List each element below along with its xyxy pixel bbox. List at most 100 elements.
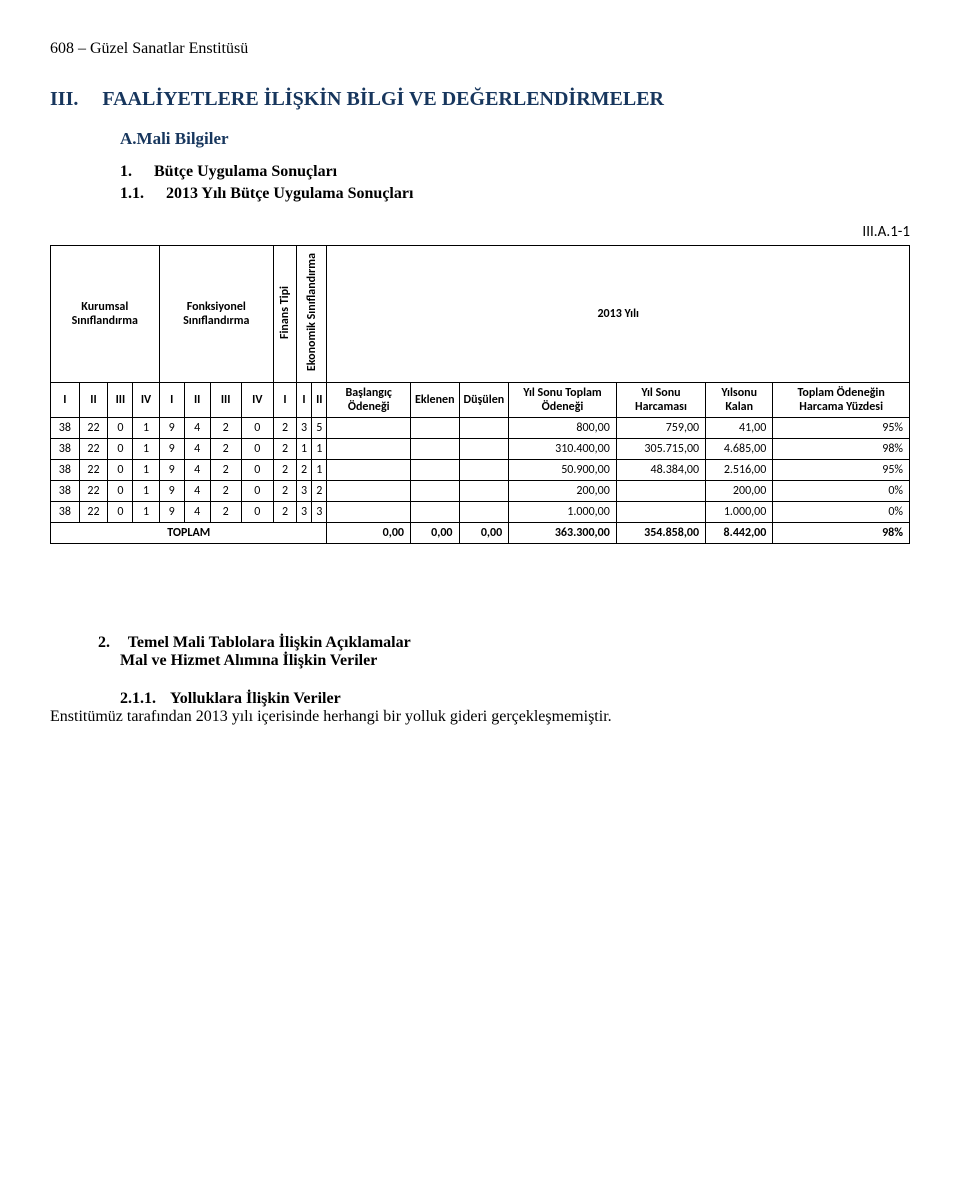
table-row: 382201942022150.900,0048.384,002.516,009…: [51, 460, 910, 481]
table-cell: 2: [273, 418, 296, 439]
table-cell: 22: [79, 418, 108, 439]
table-cell: 2: [210, 481, 241, 502]
table-cell: [616, 502, 705, 523]
table-cell: 2: [312, 481, 327, 502]
list-text: Temel Mali Tablolara İlişkin Açıklamalar: [128, 634, 411, 651]
subheading-a: A.Mali Bilgiler: [120, 129, 910, 149]
table-cell: [327, 460, 411, 481]
table-cell: 0: [108, 460, 133, 481]
table-cell: 0,00: [327, 523, 411, 544]
table-cell: [616, 481, 705, 502]
table-cell: 9: [159, 439, 184, 460]
table-cell: [459, 460, 509, 481]
col-roman: I: [273, 383, 296, 418]
col-roman: II: [312, 383, 327, 418]
table-cell: 2: [273, 439, 296, 460]
table-cell: 1: [133, 439, 159, 460]
page-header: 608 – Güzel Sanatlar Enstitüsü: [50, 40, 910, 58]
table-cell: [459, 481, 509, 502]
section-title: FAALİYETLERE İLİŞKİN BİLGİ VE DEĞERLENDİ…: [102, 88, 664, 110]
col-yilsonu-kalan: Yılsonu Kalan: [706, 383, 773, 418]
col-roman: III: [210, 383, 241, 418]
table-cell: 200,00: [509, 481, 617, 502]
table-cell: 2: [273, 481, 296, 502]
table-cell: 0: [241, 502, 273, 523]
col-roman: I: [159, 383, 184, 418]
table-cell: 9: [159, 460, 184, 481]
table-cell: 0,00: [459, 523, 509, 544]
col-eklenen: Eklenen: [410, 383, 459, 418]
table-cell: [410, 502, 459, 523]
table-cell: 3: [296, 418, 311, 439]
table-cell: 41,00: [706, 418, 773, 439]
table-cell: 95%: [773, 460, 910, 481]
col-roman: IV: [133, 383, 159, 418]
table-cell: 0: [108, 418, 133, 439]
section-number: III.: [50, 88, 78, 110]
col-roman: I: [51, 383, 80, 418]
table-cell: 0%: [773, 481, 910, 502]
table-cell: 50.900,00: [509, 460, 617, 481]
col-group-yil: 2013 Yılı: [327, 246, 910, 383]
table-cell: 1: [133, 502, 159, 523]
section2-heading: 2. Temel Mali Tablolara İlişkin Açıklama…: [50, 634, 910, 652]
table-cell: 0: [241, 418, 273, 439]
col-dusulen: Düşülen: [459, 383, 509, 418]
table-cell: [459, 439, 509, 460]
table-row: 3822019420232200,00200,000%: [51, 481, 910, 502]
table-cell: [327, 418, 411, 439]
table-cell: 1.000,00: [706, 502, 773, 523]
table-cell: [410, 460, 459, 481]
table-row: 38220194202331.000,001.000,000%: [51, 502, 910, 523]
list-text: 2013 Yılı Bütçe Uygulama Sonuçları: [166, 185, 413, 202]
table-cell: [327, 481, 411, 502]
table-cell: 1: [312, 439, 327, 460]
table-cell: 22: [79, 460, 108, 481]
section2-body: Enstitümüz tarafından 2013 yılı içerisin…: [50, 708, 910, 726]
table-cell: 4: [184, 502, 210, 523]
table-cell: 0,00: [410, 523, 459, 544]
table-cell: [410, 439, 459, 460]
table-cell: [410, 481, 459, 502]
table-cell: [410, 418, 459, 439]
budget-table: Kurumsal Sınıflandırma Fonksiyonel Sınıf…: [50, 245, 910, 544]
table-cell: 9: [159, 502, 184, 523]
table-cell: 0%: [773, 502, 910, 523]
table-cell: 22: [79, 502, 108, 523]
list-number: 1.1.: [120, 185, 144, 202]
table-cell: 48.384,00: [616, 460, 705, 481]
section2-subheading: Mal ve Hizmet Alımına İlişkin Veriler: [120, 652, 910, 670]
col-roman: III: [108, 383, 133, 418]
list-text: Yolluklara İlişkin Veriler: [170, 690, 341, 707]
table-cell: 0: [241, 439, 273, 460]
table-cell: 38: [51, 460, 80, 481]
table-cell: 354.858,00: [616, 523, 705, 544]
table-cell: 0: [108, 481, 133, 502]
list-number: 1.: [120, 163, 132, 180]
table-cell: 38: [51, 418, 80, 439]
table-cell: 38: [51, 439, 80, 460]
list-number: 2.: [98, 634, 110, 651]
table-row: 3822019420211310.400,00305.715,004.685,0…: [51, 439, 910, 460]
table-cell: 4: [184, 418, 210, 439]
table-cell: 98%: [773, 523, 910, 544]
col-group-fonksiyonel: Fonksiyonel Sınıflandırma: [159, 246, 273, 383]
table-cell: 3: [296, 502, 311, 523]
table-cell: 22: [79, 481, 108, 502]
table-cell: [459, 418, 509, 439]
table-total-row: TOPLAM0,000,000,00363.300,00354.858,008.…: [51, 523, 910, 544]
table-cell: 5: [312, 418, 327, 439]
table-cell: 38: [51, 481, 80, 502]
table-cell: 200,00: [706, 481, 773, 502]
table-cell: 4.685,00: [706, 439, 773, 460]
table-cell: 0: [108, 502, 133, 523]
section2-item: 2.1.1.Yolluklara İlişkin Veriler: [50, 690, 910, 708]
col-roman: IV: [241, 383, 273, 418]
table-cell: 1: [133, 418, 159, 439]
table-cell: 38: [51, 502, 80, 523]
table-cell: 3: [312, 502, 327, 523]
table-cell: 310.400,00: [509, 439, 617, 460]
table-cell: 0: [241, 460, 273, 481]
col-roman: II: [79, 383, 108, 418]
col-roman: I: [296, 383, 311, 418]
